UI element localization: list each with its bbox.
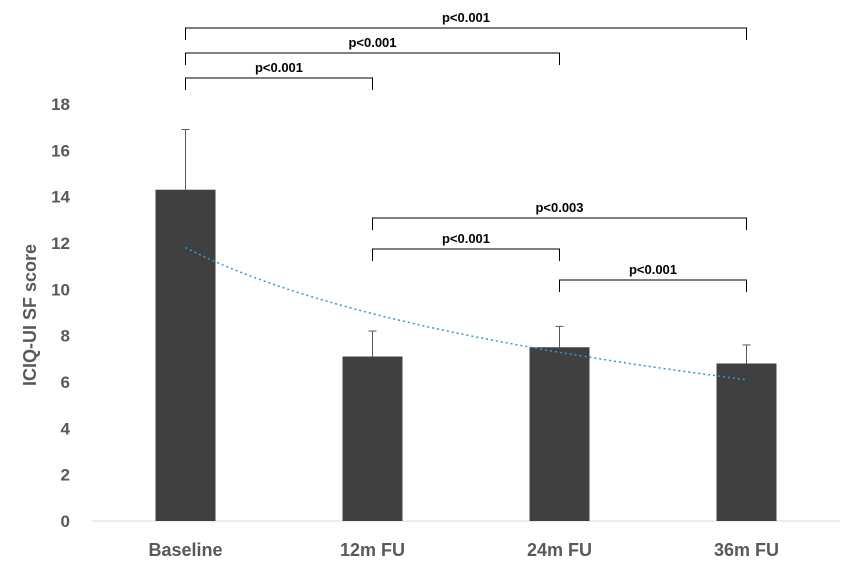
p-value-label: p<0.001 — [442, 10, 490, 25]
p-value-label: p<0.003 — [535, 200, 583, 215]
p-value-label: p<0.001 — [629, 262, 677, 277]
y-tick-label: 0 — [61, 512, 70, 531]
bars — [155, 128, 777, 521]
x-tick-label: 24m FU — [527, 540, 592, 560]
significance-bracket — [185, 77, 373, 90]
p-value-label: p<0.001 — [442, 231, 490, 246]
p-value-label: p<0.001 — [255, 60, 303, 75]
axis-layer: 0 2 4 6 8 10 12 14 16 18 Baseline 12m FU 24m FU 36m F… — [51, 95, 840, 560]
significance-bracket — [372, 217, 747, 230]
y-tick-label: 2 — [61, 466, 70, 485]
p-value-label: p<0.001 — [348, 35, 396, 50]
y-tick-label: 8 — [61, 327, 70, 346]
bar — [342, 356, 403, 521]
trendline-layer — [185, 246, 747, 381]
y-tick-label: 12 — [51, 234, 70, 253]
y-tick-label: 16 — [51, 141, 70, 160]
significance-brackets: p<0.001 p<0.001 p<0.001 p<0.003 p<0.001 p<0.0… — [185, 10, 747, 292]
y-tick-label: 6 — [61, 373, 70, 392]
trendline — [185, 246, 747, 381]
x-tick-label: Baseline — [148, 540, 222, 560]
x-tick-label: 36m FU — [714, 540, 779, 560]
y-axis-label: ICIQ-UI SF score — [20, 244, 40, 386]
y-tick-label: 4 — [61, 419, 71, 438]
y-tick-label: 14 — [51, 188, 70, 207]
bar — [716, 363, 777, 521]
bar — [155, 189, 216, 521]
bar — [529, 347, 590, 521]
y-tick-label: 18 — [51, 95, 70, 114]
significance-bracket — [372, 248, 560, 261]
x-tick-label: 12m FU — [340, 540, 405, 560]
significance-bracket — [559, 279, 747, 292]
y-tick-label: 10 — [51, 280, 70, 299]
significance-bracket — [185, 52, 560, 65]
significance-bracket — [185, 27, 747, 40]
